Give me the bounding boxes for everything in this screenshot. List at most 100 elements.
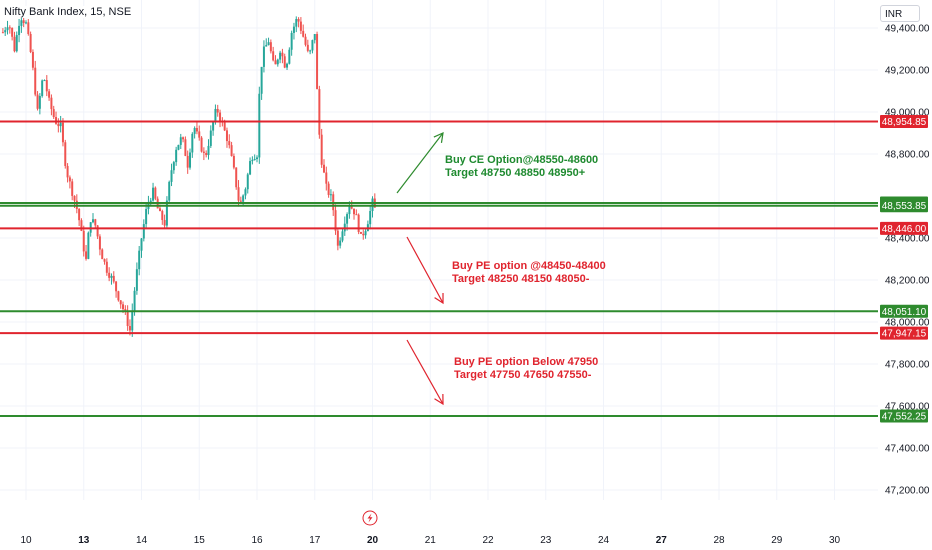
candle-body-24 — [57, 123, 60, 127]
arrow-down-pe-2-shaft — [406, 339, 444, 405]
levels — [0, 120, 878, 418]
candle-body-115 — [267, 42, 270, 46]
candle-body-64 — [149, 200, 152, 203]
candle-body-11 — [27, 22, 30, 35]
candle-body-124 — [288, 49, 291, 64]
annotation-buy-pe-1: Buy PE option @48450-48400 Target 48250 … — [452, 260, 606, 285]
candle-body-114 — [265, 45, 268, 47]
candle-body-128 — [297, 18, 300, 22]
candle-body-121 — [281, 52, 284, 57]
candle-body-103 — [239, 200, 242, 202]
candle-body-146 — [339, 240, 342, 246]
candle-body-155 — [359, 231, 362, 234]
candle-body-105 — [244, 189, 247, 196]
candle-body-28 — [66, 165, 69, 178]
candle-body-96 — [223, 122, 226, 131]
candle-body-123 — [286, 63, 289, 68]
candle-body-132 — [306, 44, 309, 51]
y-tick-label-0: 47,200.00 — [885, 486, 930, 497]
candle-body-129 — [299, 21, 302, 31]
annotation-buy-ce-line1: Buy CE Option@48550-48600 — [445, 154, 599, 166]
x-tick-label-11: 27 — [656, 535, 668, 546]
candle-body-117 — [272, 51, 275, 61]
candle-body-131 — [304, 36, 307, 45]
candle-body-47 — [110, 275, 113, 278]
candle-body-37 — [87, 232, 90, 259]
candle-body-62 — [145, 209, 148, 225]
candle-body-86 — [200, 137, 203, 152]
candle-body-48 — [112, 275, 115, 282]
candle-body-134 — [311, 40, 314, 51]
annotation-buy-ce-line2: Target 48750 48850 48950+ — [445, 166, 586, 179]
x-tick-label-0: 10 — [20, 535, 32, 546]
candle-body-116 — [269, 42, 272, 52]
level-tag-2 — [880, 199, 928, 213]
candle-body-99 — [230, 145, 233, 156]
candle-body-156 — [362, 233, 365, 236]
candle-body-94 — [219, 112, 222, 122]
candle-body-22 — [52, 109, 55, 118]
x-tick-label-3: 15 — [194, 535, 206, 546]
candle-body-84 — [195, 128, 198, 132]
candle-body-101 — [235, 167, 238, 188]
candle-body-34 — [80, 220, 83, 231]
candle-body-77 — [179, 137, 182, 145]
candle-body-153 — [355, 214, 358, 216]
x-tick-label-13: 29 — [771, 535, 783, 546]
candle-body-79 — [184, 139, 187, 156]
candle-body-82 — [191, 133, 194, 153]
symbol-title: Nifty Bank Index, 15, NSE — [4, 6, 132, 18]
candle-body-120 — [279, 52, 282, 60]
currency-selector[interactable]: INR — [880, 5, 920, 22]
y-tick-label-4: 48,000.00 — [885, 318, 930, 329]
candle-body-60 — [140, 238, 143, 251]
candle-body-122 — [283, 56, 286, 68]
x-tick-label-8: 22 — [482, 535, 494, 546]
candle-body-35 — [82, 230, 85, 252]
candle-body-23 — [55, 117, 58, 124]
candle-body-72 — [168, 181, 171, 201]
level-tag-label-5: 47,947.15 — [882, 329, 927, 340]
annotation-buy-pe-2-line2: Target 47750 47650 47550- — [454, 368, 592, 381]
candle-body-118 — [274, 60, 277, 65]
candle-body-138 — [320, 134, 323, 165]
y-axis: 47,200.00 47,400.00 47,600.00 47,800.00 48,0… — [878, 0, 932, 550]
x-tick-label-9: 23 — [540, 535, 552, 546]
candle-body-40 — [94, 219, 97, 226]
arrow-up-ce-head — [433, 132, 444, 143]
candle-body-54 — [126, 311, 129, 327]
candle-body-12 — [29, 34, 32, 52]
candle-body-27 — [64, 142, 67, 166]
candle-body-83 — [193, 128, 196, 134]
candle-body-78 — [182, 137, 185, 140]
candle-body-140 — [325, 172, 328, 184]
candle-body-5 — [13, 36, 16, 52]
annotation-buy-pe-1-line2: Target 48250 48150 48050- — [452, 272, 590, 285]
candle-body-109 — [253, 159, 256, 161]
candle-body-152 — [353, 208, 356, 215]
candle-body-15 — [36, 94, 39, 109]
candle-body-6 — [15, 35, 18, 52]
x-tick-label-5: 17 — [309, 535, 321, 546]
y-tick-label-2: 47,600.00 — [885, 402, 930, 413]
candle-body-29 — [68, 177, 71, 182]
candle-body-1 — [4, 30, 7, 33]
candle-body-157 — [364, 231, 367, 236]
candle-body-110 — [256, 157, 258, 160]
candle-body-68 — [158, 208, 161, 212]
candle-body-107 — [249, 161, 252, 175]
candles — [1, 16, 376, 337]
x-tick-label-4: 16 — [251, 535, 263, 546]
candle-body-31 — [73, 195, 76, 201]
annotation-buy-pe-2-line1: Buy PE option Below 47950 — [454, 356, 599, 368]
candle-body-36 — [85, 251, 88, 259]
y-tick-label-10: 49,400.00 — [885, 24, 930, 35]
candle-body-25 — [59, 122, 62, 127]
candle-body-88 — [205, 152, 208, 156]
level-tag-4 — [880, 304, 928, 318]
candle-body-137 — [318, 89, 321, 135]
candle-body-127 — [295, 18, 298, 27]
candle-body-39 — [91, 219, 94, 223]
candle-body-3 — [8, 27, 11, 29]
